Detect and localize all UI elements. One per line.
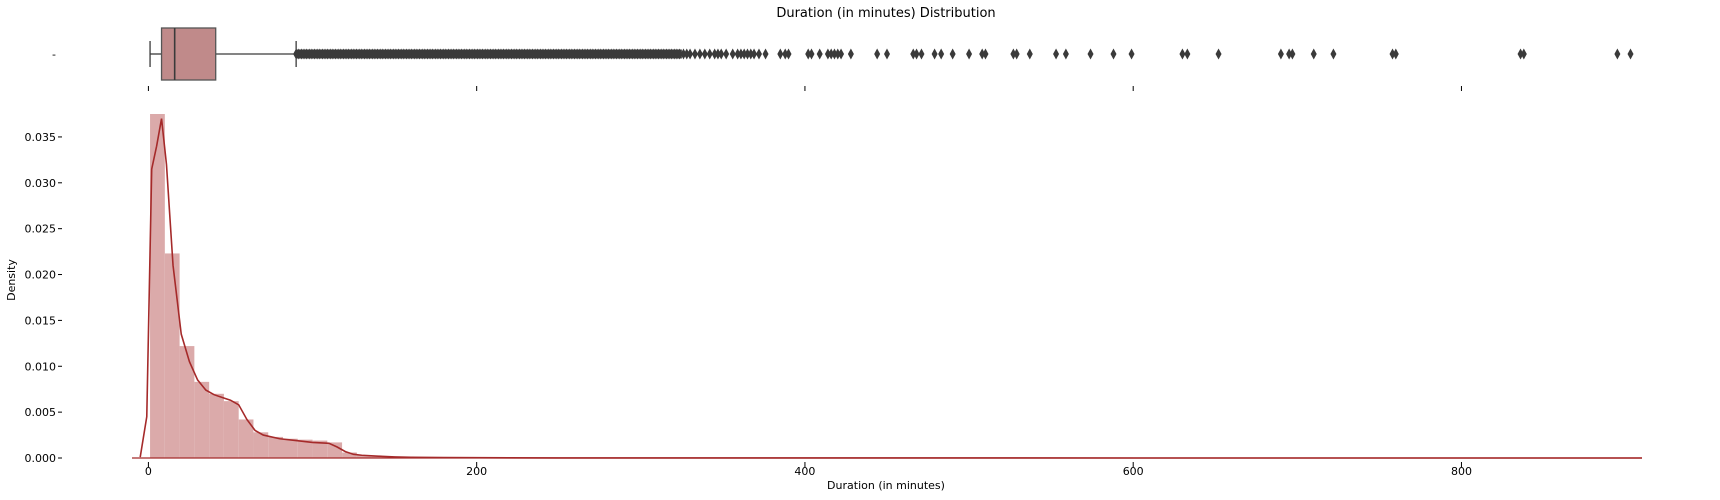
outlier-marker bbox=[1216, 49, 1222, 60]
histogram-xtick-label: 200 bbox=[466, 465, 487, 478]
histogram-bar bbox=[268, 437, 283, 458]
outlier-marker bbox=[1184, 49, 1190, 60]
outlier-marker bbox=[874, 49, 880, 60]
outlier-marker bbox=[1521, 49, 1527, 60]
histogram-ytick-label: 0.035 bbox=[25, 131, 57, 144]
histogram-xticks: 0 200 400 600 800 bbox=[145, 462, 1472, 478]
histogram-bar bbox=[327, 442, 342, 458]
histogram-bar bbox=[165, 253, 180, 458]
outlier-marker bbox=[1088, 49, 1094, 60]
outlier-marker bbox=[938, 49, 944, 60]
histogram-yticks: 0.000 0.005 0.010 0.015 0.020 0.025 0.030 0.035 bbox=[25, 131, 63, 465]
outlier-marker bbox=[1053, 49, 1059, 60]
outlier-marker bbox=[1330, 49, 1336, 60]
histogram-ytick-label: 0.000 bbox=[25, 452, 57, 465]
y-axis-label: Density bbox=[5, 259, 18, 301]
histogram-xtick-label: 400 bbox=[794, 465, 815, 478]
histogram-ytick-label: 0.030 bbox=[25, 177, 57, 190]
histogram-ytick-label: 0.015 bbox=[25, 314, 57, 327]
outlier-marker bbox=[1311, 49, 1317, 60]
boxplot-panel: Duration (in minutes) Distribution - bbox=[52, 6, 1633, 91]
outlier-marker bbox=[1614, 49, 1620, 60]
outlier-marker bbox=[1628, 49, 1634, 60]
histogram-bar bbox=[194, 382, 209, 458]
outlier-marker bbox=[723, 49, 729, 60]
outlier-marker bbox=[1014, 49, 1020, 60]
histogram-panel: 0.000 0.005 0.010 0.015 0.020 0.025 0.030 0.035… bbox=[5, 114, 1642, 492]
outlier-marker bbox=[1289, 49, 1295, 60]
chart-title: Duration (in minutes) Distribution bbox=[776, 6, 995, 21]
outlier-marker bbox=[1111, 49, 1117, 60]
outlier-marker bbox=[756, 49, 762, 60]
histogram-ytick-label: 0.010 bbox=[25, 360, 57, 373]
boxplot-ytick-label: - bbox=[52, 48, 56, 61]
outlier-marker bbox=[817, 49, 823, 60]
outlier-marker bbox=[809, 49, 815, 60]
outlier-marker bbox=[848, 49, 854, 60]
x-axis-label: Duration (in minutes) bbox=[827, 479, 945, 492]
outlier-marker bbox=[982, 49, 988, 60]
boxplot-outliers bbox=[293, 49, 1633, 60]
outlier-marker bbox=[1063, 49, 1069, 60]
outlier-marker bbox=[932, 49, 938, 60]
histogram-bar bbox=[209, 394, 224, 458]
outlier-marker bbox=[1393, 49, 1399, 60]
outlier-marker bbox=[838, 49, 844, 60]
histogram-bar bbox=[224, 401, 239, 458]
histogram-ytick-label: 0.005 bbox=[25, 406, 57, 419]
boxplot-xticks bbox=[148, 86, 1461, 91]
outlier-marker bbox=[1129, 49, 1135, 60]
outlier-marker bbox=[1278, 49, 1284, 60]
outlier-marker bbox=[918, 49, 924, 60]
kde-line bbox=[140, 119, 1642, 458]
outlier-marker bbox=[966, 49, 972, 60]
histogram-xtick-label: 600 bbox=[1123, 465, 1144, 478]
iqr-box bbox=[162, 28, 216, 80]
histogram-xtick-label: 0 bbox=[145, 465, 152, 478]
outlier-marker bbox=[763, 49, 769, 60]
outlier-marker bbox=[884, 49, 890, 60]
outlier-marker bbox=[1027, 49, 1033, 60]
histogram-bar bbox=[283, 439, 298, 458]
histogram-bar bbox=[180, 346, 195, 458]
outlier-marker bbox=[786, 49, 792, 60]
boxplot-body bbox=[150, 28, 296, 80]
histogram-ytick-label: 0.025 bbox=[25, 223, 57, 236]
histogram-bars bbox=[150, 114, 445, 458]
outlier-marker bbox=[950, 49, 956, 60]
histogram-ytick-label: 0.020 bbox=[25, 269, 57, 282]
histogram-xtick-label: 800 bbox=[1451, 465, 1472, 478]
